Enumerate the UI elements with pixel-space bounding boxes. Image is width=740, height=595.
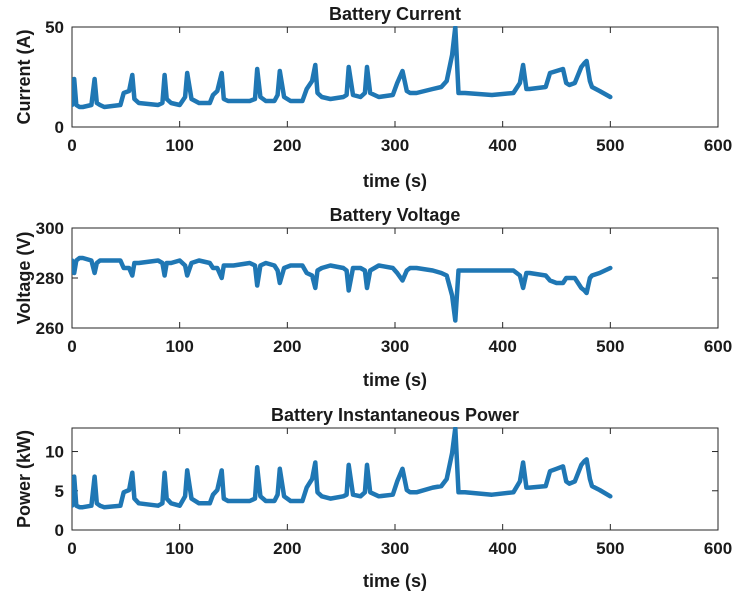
x-tick-label: 100 [165, 539, 193, 558]
x-tick-label: 500 [596, 539, 624, 558]
axes-box [71, 227, 719, 329]
y-tick-label: 300 [36, 219, 64, 238]
x-tick-label: 200 [273, 136, 301, 155]
x-tick-label: 200 [273, 337, 301, 356]
x-tick-label: 400 [488, 539, 516, 558]
x-tick-label: 0 [67, 539, 76, 558]
x-tick-label: 0 [67, 337, 76, 356]
y-tick-label: 260 [36, 319, 64, 338]
y-axis-label: Voltage (V) [14, 232, 34, 325]
x-tick-label: 0 [67, 136, 76, 155]
x-tick-label: 100 [165, 337, 193, 356]
x-tick-label: 600 [704, 136, 732, 155]
y-axis-label: Current (A) [14, 30, 34, 125]
chart-title: Battery Voltage [330, 205, 461, 225]
x-tick-label: 300 [381, 539, 409, 558]
x-tick-label: 100 [165, 136, 193, 155]
series-line [72, 26, 613, 110]
x-axis-label: time (s) [363, 571, 427, 591]
x-tick-label: 300 [381, 337, 409, 356]
x-tick-label: 400 [488, 337, 516, 356]
x-tick-label: 300 [381, 136, 409, 155]
chart-title: Battery Instantaneous Power [271, 405, 519, 425]
chart-title: Battery Current [329, 4, 461, 24]
x-tick-label: 200 [273, 539, 301, 558]
x-tick-label: 500 [596, 136, 624, 155]
y-tick-label: 0 [55, 118, 64, 137]
x-axis-label: time (s) [363, 171, 427, 191]
axes-box [71, 26, 719, 128]
x-tick-label: 600 [704, 539, 732, 558]
y-tick-label: 50 [45, 18, 64, 37]
x-axis-label: time (s) [363, 370, 427, 390]
axes-box [71, 427, 719, 531]
series-line [72, 427, 613, 510]
y-tick-label: 5 [55, 482, 64, 501]
x-tick-label: 600 [704, 337, 732, 356]
series-line [72, 255, 613, 323]
y-axis-label: Power (kW) [14, 430, 34, 528]
x-tick-label: 500 [596, 337, 624, 356]
subplot-2: 0 100 200 300 400 500 600 260 280 300 Battery Volt… [14, 205, 732, 390]
y-tick-label: 10 [45, 443, 64, 462]
y-tick-label: 280 [36, 269, 64, 288]
subplot-3: 0 100 200 300 400 500 600 0 5 10 Battery Instantan… [14, 405, 732, 591]
x-tick-label: 400 [488, 136, 516, 155]
y-tick-label: 0 [55, 521, 64, 540]
subplot-1: 0 100 200 300 400 500 600 0 50 Battery Current tim… [14, 4, 732, 191]
